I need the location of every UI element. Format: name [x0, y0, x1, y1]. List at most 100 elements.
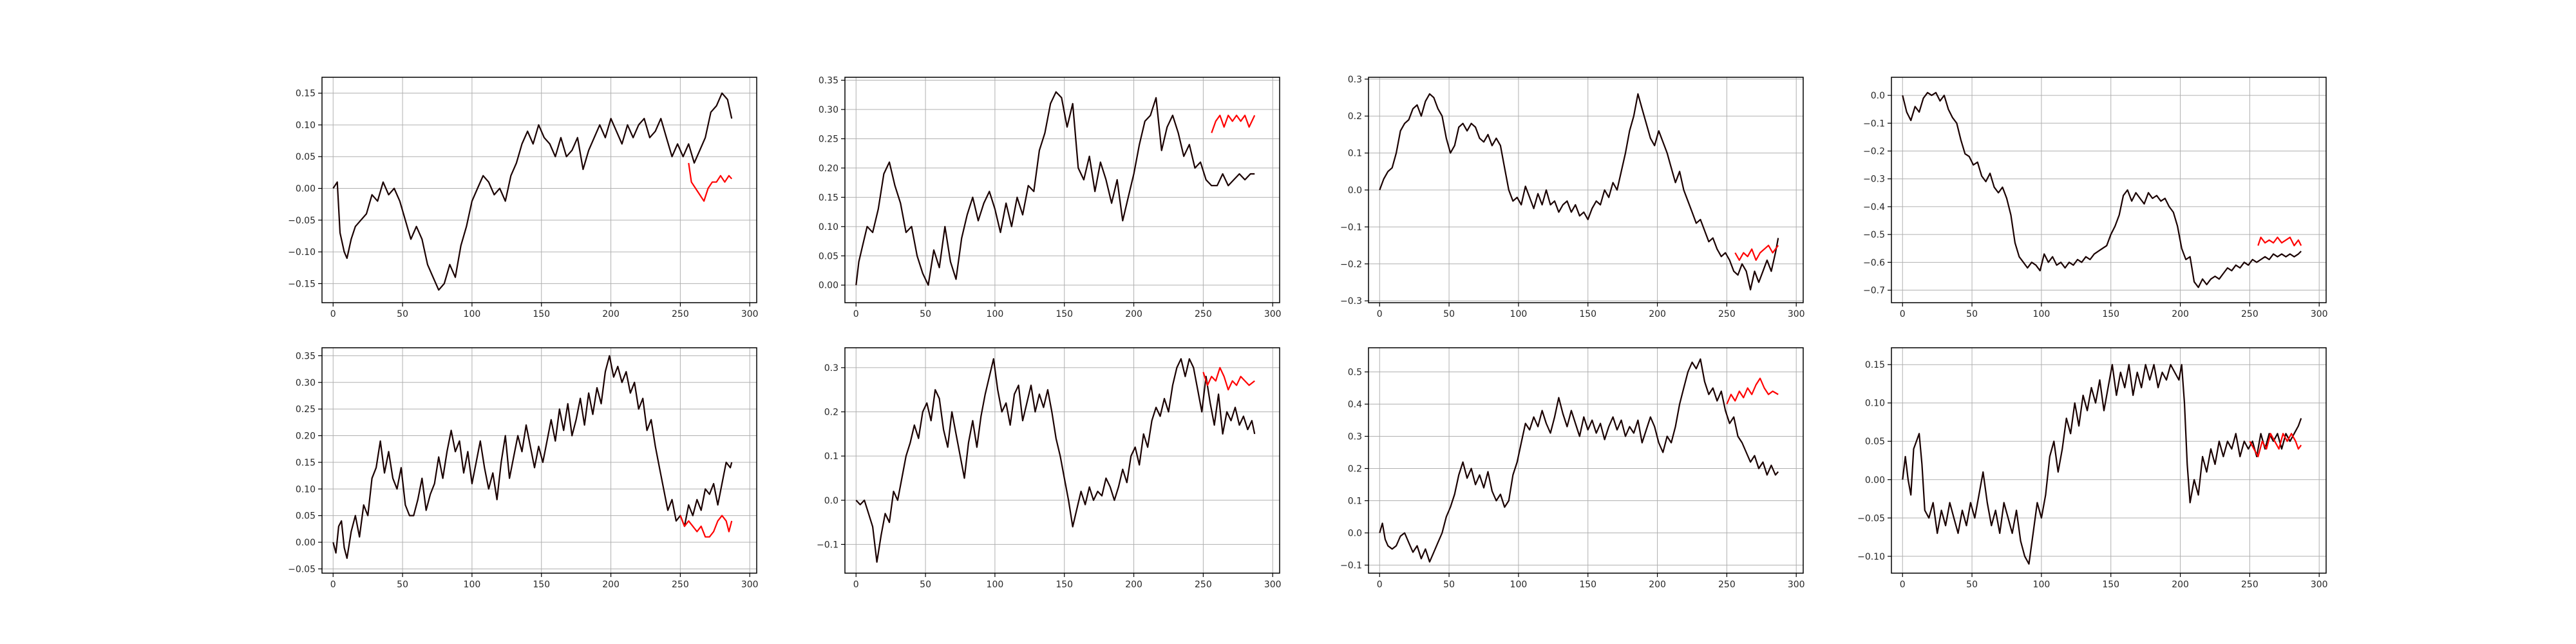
y-tick-label: 0.15 — [296, 89, 316, 99]
y-tick-label: −0.05 — [1857, 513, 1885, 524]
x-tick-label: 0 — [1377, 580, 1383, 590]
plot-frame — [321, 77, 757, 303]
x-tick-label: 200 — [602, 580, 620, 590]
series-line-predicted — [1202, 366, 1255, 391]
plot-frame — [321, 347, 757, 574]
y-tick-label: 0.05 — [819, 251, 838, 261]
y-tick-label: −0.1 — [1340, 561, 1362, 571]
y-tick-label: 0.10 — [819, 222, 838, 232]
y-tick-label: 0.20 — [296, 431, 316, 442]
y-tick-label: −0.5 — [1863, 230, 1885, 240]
x-tick-label: 0 — [330, 309, 336, 319]
x-tick-label: 100 — [464, 580, 481, 590]
y-tick-label: 0.1 — [824, 451, 838, 462]
x-tick-label: 200 — [1649, 309, 1666, 319]
y-tick-label: 0.00 — [296, 184, 316, 194]
series-line-predicted — [2249, 433, 2302, 458]
x-tick-label: 0 — [1377, 309, 1383, 319]
y-tick-label: 0.05 — [296, 511, 316, 522]
y-tick-label: −0.3 — [1340, 296, 1362, 307]
x-tick-label: 250 — [2241, 309, 2259, 319]
subplot-4: 0 50 100 150 200 250 300 0.0 −0.1 −0.2 −0.3 −0.4 −0.… — [1863, 77, 2328, 319]
y-tick-label: 0.4 — [1348, 400, 1362, 410]
x-tick-label: 50 — [1966, 580, 1978, 590]
x-tick-label: 0 — [1900, 309, 1906, 319]
x-tick-label: 200 — [602, 309, 620, 319]
series-line-actual — [855, 91, 1255, 286]
y-tick-label: 0.30 — [819, 105, 838, 115]
x-tick-label: 200 — [1125, 580, 1142, 590]
x-tick-label: 0 — [1900, 580, 1906, 590]
y-tick-label: −0.1 — [817, 540, 838, 550]
subplot-7: 0 50 100 150 200 250 300 −0.1 0.0 0.1 0.2 0.3 0.4 0.5 — [1340, 347, 1805, 590]
y-tick-label: 0.35 — [819, 76, 838, 86]
y-tick-label: 0.20 — [819, 164, 838, 174]
y-tick-label: 0.10 — [296, 484, 316, 495]
x-tick-label: 300 — [741, 309, 759, 319]
y-tick-label: 0.2 — [824, 408, 838, 418]
y-tick-label: 0.0 — [1348, 185, 1362, 196]
series-line-actual — [1379, 358, 1779, 563]
x-tick-label: 200 — [2172, 580, 2189, 590]
subplot-6: 0 50 100 150 200 250 300 −0.1 0.0 0.1 0.2 0.3 — [817, 347, 1282, 590]
x-tick-label: 0 — [330, 580, 336, 590]
series-line-predicted — [1211, 115, 1256, 133]
y-tick-label: 0.05 — [296, 152, 316, 162]
y-tick-label: −0.05 — [288, 216, 316, 226]
series-line-predicted — [1726, 377, 1779, 404]
plot-frame — [1368, 347, 1804, 574]
y-tick-label: 0.25 — [296, 404, 316, 415]
x-tick-label: 150 — [1579, 309, 1596, 319]
series-line-predicted — [1734, 245, 1779, 261]
y-tick-label: −0.3 — [1863, 175, 1885, 185]
y-tick-label: 0.3 — [824, 363, 838, 374]
y-tick-label: 0.15 — [819, 193, 838, 203]
x-tick-label: 300 — [1264, 580, 1282, 590]
series-line-actual — [332, 355, 733, 559]
y-tick-label: 0.25 — [819, 134, 838, 144]
x-tick-label: 50 — [397, 580, 408, 590]
y-tick-label: 0.0 — [824, 496, 838, 506]
y-tick-label: −0.10 — [1857, 552, 1885, 562]
x-tick-label: 100 — [987, 309, 1004, 319]
y-tick-label: 0.35 — [296, 351, 316, 361]
y-tick-label: 0.05 — [1865, 437, 1885, 447]
y-tick-label: 0.10 — [296, 120, 316, 131]
y-tick-label: 0.2 — [1348, 464, 1362, 475]
series-line-predicted — [2257, 236, 2302, 247]
y-tick-label: −0.7 — [1863, 286, 1885, 296]
plot-frame — [1891, 347, 2327, 574]
x-tick-label: 150 — [1056, 309, 1073, 319]
x-tick-label: 50 — [1966, 309, 1978, 319]
x-tick-label: 150 — [533, 309, 550, 319]
x-tick-label: 250 — [1718, 309, 1736, 319]
y-tick-label: 0.5 — [1348, 368, 1362, 378]
subplot-3: 0 50 100 150 200 250 300 −0.3 −0.2 −0.1 0.0 0.1 0.2 0… — [1340, 75, 1805, 319]
y-tick-label: −0.4 — [1863, 202, 1885, 213]
x-tick-label: 150 — [2102, 580, 2119, 590]
y-tick-label: −0.6 — [1863, 258, 1885, 268]
x-tick-label: 250 — [1718, 580, 1736, 590]
x-tick-label: 100 — [464, 309, 481, 319]
subplot-1: 0 50 100 150 200 250 300 −0.15 −0.10 −0.05 0.00 0.0… — [288, 77, 759, 319]
series-line-actual — [1902, 364, 2302, 565]
subplot-8: 0 50 100 150 200 250 300 −0.10 −0.05 0.00 0.05 0.10… — [1857, 347, 2328, 590]
y-tick-label: 0.00 — [819, 281, 838, 291]
x-tick-label: 300 — [741, 580, 759, 590]
y-tick-label: 0.00 — [1865, 475, 1885, 486]
x-tick-label: 100 — [1510, 309, 1528, 319]
y-tick-label: 0.3 — [1348, 432, 1362, 442]
y-tick-label: −0.1 — [1340, 222, 1362, 232]
x-tick-label: 250 — [672, 309, 689, 319]
series-line-actual — [1902, 91, 2302, 289]
y-tick-label: −0.1 — [1863, 118, 1885, 129]
y-tick-label: 0.1 — [1348, 497, 1362, 507]
y-tick-label: −0.2 — [1863, 147, 1885, 157]
x-tick-label: 100 — [1510, 580, 1528, 590]
y-tick-label: 0.0 — [1348, 529, 1362, 539]
y-tick-label: 0.15 — [296, 458, 316, 468]
series-line-actual — [332, 92, 733, 291]
subplot-2: 0 50 100 150 200 250 300 0.00 0.05 0.10 0.15 0.20 0.… — [819, 76, 1282, 319]
y-tick-label: 0.2 — [1348, 111, 1362, 122]
